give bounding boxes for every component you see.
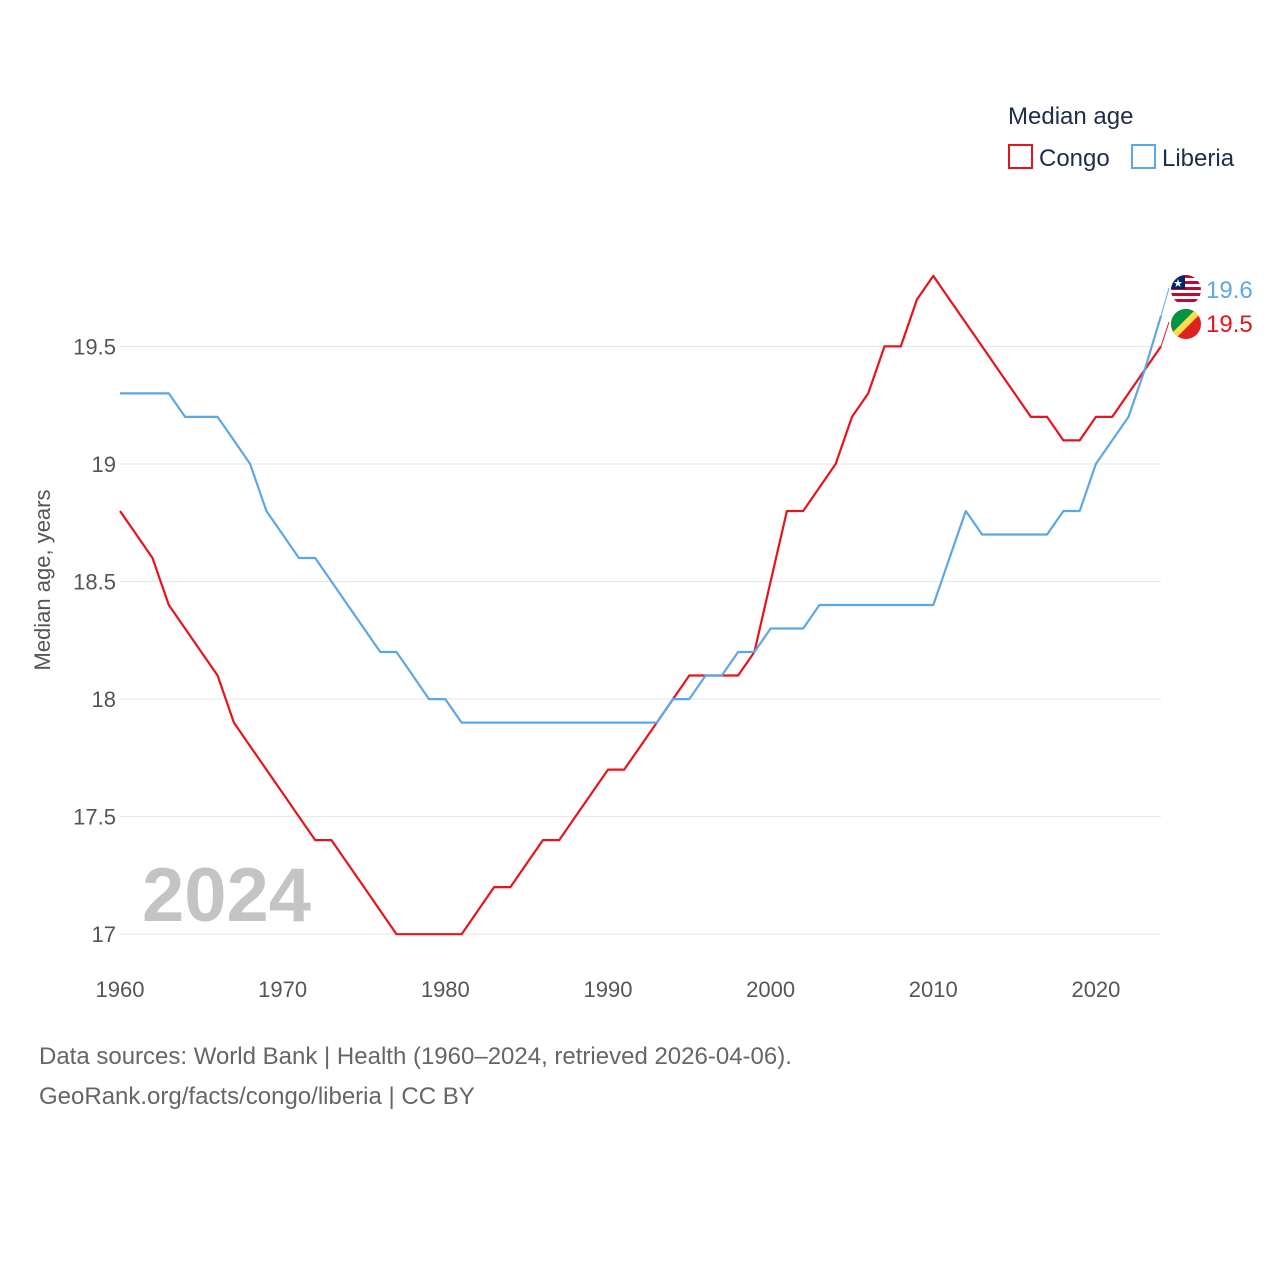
end-connector-congo — [1160, 321, 1170, 347]
legend[interactable]: Median age Congo Liberia — [1008, 103, 1235, 172]
x-tick-label: 1990 — [583, 977, 632, 1002]
x-tick-label: 1980 — [421, 977, 470, 1002]
series-lines — [119, 274, 1163, 936]
legend-swatch-liberia — [1131, 144, 1156, 169]
end-connector-liberia — [1160, 287, 1170, 316]
legend-swatch-congo — [1008, 144, 1033, 169]
y-tick-label: 18.5 — [73, 570, 116, 595]
legend-item-liberia[interactable]: Liberia — [1131, 144, 1235, 172]
y-tick-label: 17 — [92, 922, 116, 947]
legend-item-congo[interactable]: Congo — [1008, 144, 1110, 172]
congo-flag-icon — [1171, 309, 1201, 339]
gridlines — [120, 345, 1161, 935]
legend-title: Median age — [1008, 103, 1133, 130]
series-line-congo — [119, 274, 1162, 936]
x-tick-label: 1960 — [96, 977, 145, 1002]
y-tick-label: 19.5 — [73, 334, 116, 359]
x-tick-label: 2010 — [909, 977, 958, 1002]
liberia-flag-icon: ★ — [1171, 275, 1201, 305]
svg-text:★: ★ — [1173, 278, 1183, 290]
series-line-liberia — [120, 315, 1163, 724]
y-tick-label: 17.5 — [73, 805, 116, 830]
x-tick-label: 2020 — [1071, 977, 1120, 1002]
y-tick-label: 18 — [92, 687, 116, 712]
end-value-liberia: 19.6 — [1206, 277, 1253, 304]
year-watermark: 2024 — [142, 853, 311, 938]
end-value-congo: 19.5 — [1206, 311, 1253, 338]
y-tick-label: 19 — [92, 452, 116, 477]
legend-label-liberia: Liberia — [1162, 145, 1235, 172]
source-note: Data sources: World Bank | Health (1960–… — [39, 1043, 792, 1070]
x-axis-ticks: 1960 1970 1980 1990 2000 2010 2020 — [96, 977, 1121, 1002]
y-axis-ticks: 17 17.5 18 18.5 19 19.5 — [73, 334, 116, 947]
end-labels: 19.5 19.6 — [1160, 277, 1253, 347]
legend-label-congo: Congo — [1039, 145, 1110, 172]
source-link[interactable]: GeoRank.org/facts/congo/liberia | CC BY — [39, 1083, 475, 1110]
x-tick-label: 1970 — [258, 977, 307, 1002]
x-tick-label: 2000 — [746, 977, 795, 1002]
y-axis-label: Median age, years — [30, 490, 55, 671]
